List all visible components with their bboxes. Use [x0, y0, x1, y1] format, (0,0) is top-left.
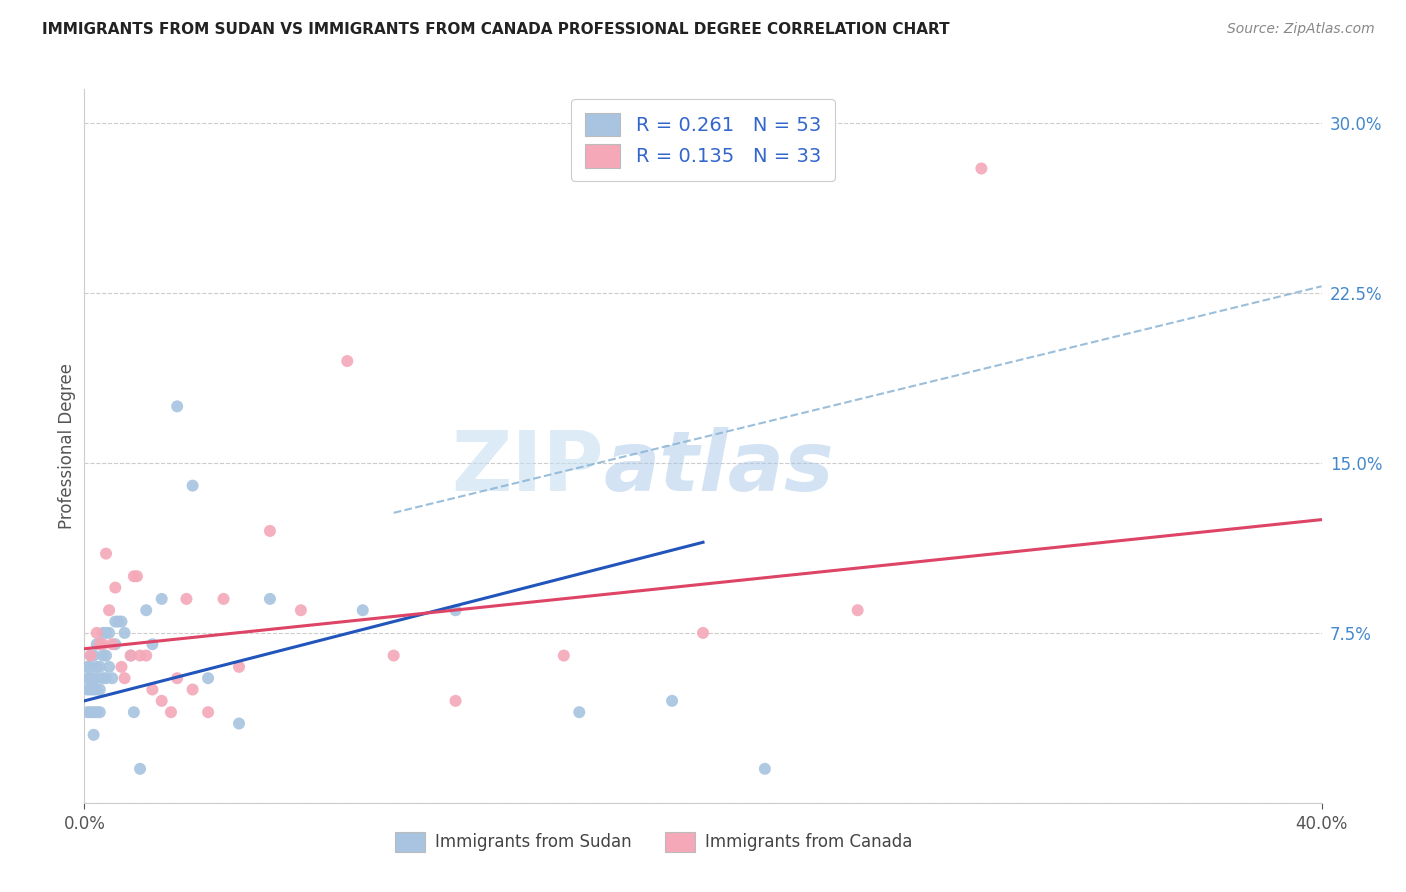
Point	[76, 660, 98, 674]
Point	[181, 682, 204, 697]
Point	[122, 569, 145, 583]
Legend: Immigrants from Sudan, Immigrants from Canada: Immigrants from Sudan, Immigrants from C…	[388, 825, 920, 859]
Point	[197, 705, 219, 719]
Point	[104, 637, 127, 651]
Point	[79, 648, 101, 663]
Point	[129, 762, 152, 776]
Point	[382, 648, 405, 663]
Point	[290, 603, 312, 617]
Point	[94, 547, 117, 561]
Point	[89, 682, 111, 697]
Point	[150, 694, 173, 708]
Point	[970, 161, 993, 176]
Point	[79, 671, 101, 685]
Point	[91, 637, 114, 651]
Point	[83, 671, 105, 685]
Point	[98, 626, 121, 640]
Point	[197, 671, 219, 685]
Point	[83, 648, 105, 663]
Point	[91, 671, 114, 685]
Point	[568, 705, 591, 719]
Point	[83, 705, 105, 719]
Text: atlas: atlas	[605, 427, 835, 508]
Point	[141, 637, 163, 651]
Point	[110, 660, 132, 674]
Point	[89, 637, 111, 651]
Point	[135, 603, 157, 617]
Point	[94, 648, 117, 663]
Point	[114, 626, 136, 640]
Point	[553, 648, 575, 663]
Point	[86, 682, 108, 697]
Point	[101, 637, 124, 651]
Point	[98, 603, 121, 617]
Point	[114, 671, 136, 685]
Point	[120, 648, 142, 663]
Point	[79, 682, 101, 697]
Point	[94, 626, 117, 640]
Point	[120, 648, 142, 663]
Point	[79, 705, 101, 719]
Point	[110, 615, 132, 629]
Point	[129, 648, 152, 663]
Point	[141, 682, 163, 697]
Point	[444, 694, 467, 708]
Point	[98, 660, 121, 674]
Point	[259, 524, 281, 538]
Point	[104, 581, 127, 595]
Point	[754, 762, 776, 776]
Point	[160, 705, 183, 719]
Text: IMMIGRANTS FROM SUDAN VS IMMIGRANTS FROM CANADA PROFESSIONAL DEGREE CORRELATION : IMMIGRANTS FROM SUDAN VS IMMIGRANTS FROM…	[42, 22, 950, 37]
Point	[181, 478, 204, 492]
Point	[91, 648, 114, 663]
Point	[101, 671, 124, 685]
Point	[228, 660, 250, 674]
Point	[86, 660, 108, 674]
Point	[228, 716, 250, 731]
Point	[176, 591, 198, 606]
Point	[444, 603, 467, 617]
Point	[86, 626, 108, 640]
Point	[76, 682, 98, 697]
Point	[166, 671, 188, 685]
Y-axis label: Professional Degree: Professional Degree	[58, 363, 76, 529]
Point	[89, 705, 111, 719]
Point	[336, 354, 359, 368]
Point	[79, 648, 101, 663]
Point	[352, 603, 374, 617]
Text: Source: ZipAtlas.com: Source: ZipAtlas.com	[1227, 22, 1375, 37]
Point	[107, 615, 129, 629]
Point	[89, 637, 111, 651]
Point	[86, 637, 108, 651]
Point	[150, 591, 173, 606]
Point	[94, 671, 117, 685]
Point	[83, 728, 105, 742]
Point	[76, 705, 98, 719]
Point	[212, 591, 235, 606]
Point	[166, 400, 188, 414]
Point	[125, 569, 148, 583]
Point	[89, 660, 111, 674]
Point	[135, 648, 157, 663]
Point	[79, 660, 101, 674]
Point	[122, 705, 145, 719]
Point	[692, 626, 714, 640]
Point	[86, 671, 108, 685]
Point	[104, 615, 127, 629]
Text: ZIP: ZIP	[451, 427, 605, 508]
Point	[83, 682, 105, 697]
Point	[846, 603, 869, 617]
Point	[259, 591, 281, 606]
Point	[76, 671, 98, 685]
Point	[661, 694, 683, 708]
Point	[91, 626, 114, 640]
Point	[86, 705, 108, 719]
